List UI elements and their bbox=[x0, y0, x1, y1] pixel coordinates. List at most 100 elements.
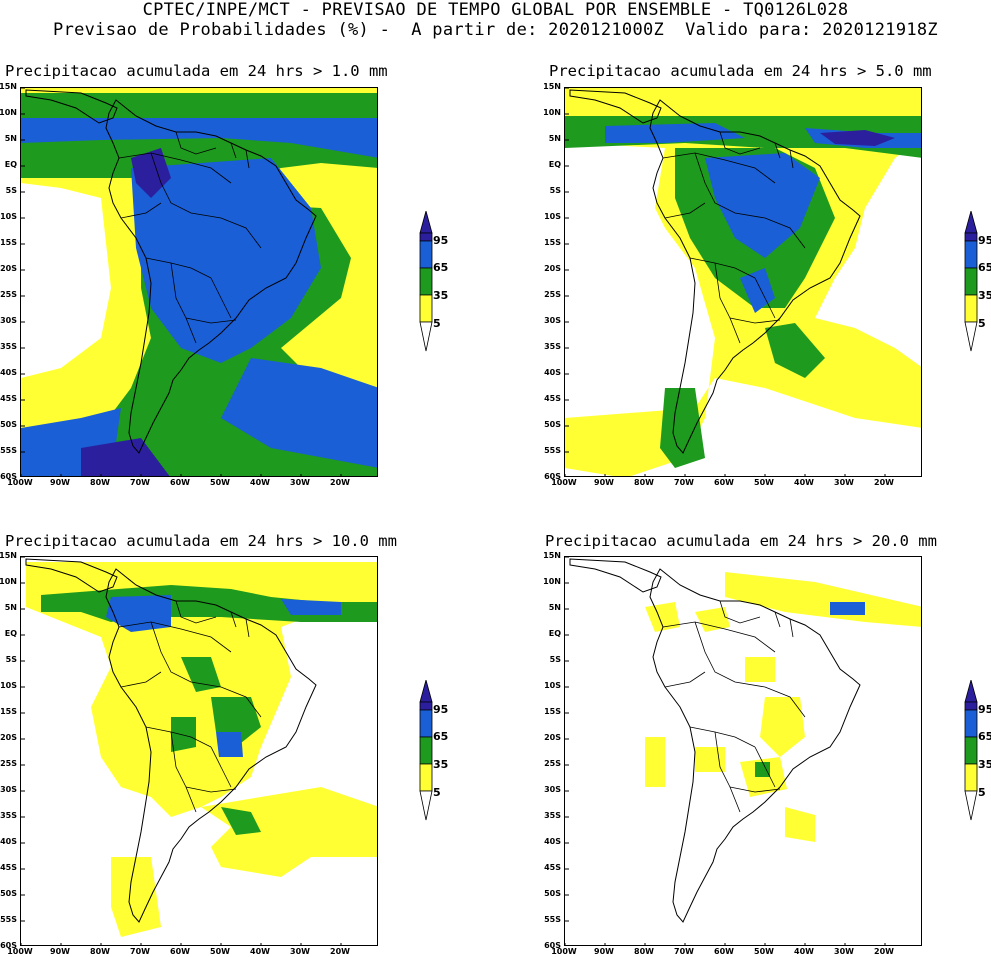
lon-label: 30W bbox=[290, 478, 310, 487]
lat-label: 25S bbox=[0, 759, 17, 768]
country-border-5 bbox=[210, 746, 232, 788]
lon-label: 20W bbox=[330, 478, 350, 487]
country-border-4 bbox=[714, 731, 741, 813]
prob-area-c65-5 bbox=[705, 153, 820, 258]
lat-label: 60S bbox=[544, 941, 561, 950]
prob-area-c5-8 bbox=[645, 737, 665, 787]
colorbar-20mm: 95 65 35 5 bbox=[964, 680, 991, 825]
prob-area-c35-7 bbox=[221, 807, 261, 835]
country-border-1 bbox=[150, 152, 262, 249]
colorbar-box-c65-2 bbox=[964, 709, 978, 738]
colorbar-level-label: 35 bbox=[433, 289, 449, 302]
prob-area-c65-10 bbox=[216, 732, 243, 757]
lat-label: 50S bbox=[0, 889, 17, 898]
country-border-3 bbox=[145, 257, 212, 279]
south-america-coastline bbox=[649, 568, 861, 923]
colorbar-1mm: 95 65 35 5 bbox=[419, 211, 479, 356]
south-america-coastline bbox=[105, 99, 317, 454]
central-america-coastline bbox=[569, 89, 662, 124]
lat-label: 20S bbox=[0, 264, 17, 273]
lon-label: 100W bbox=[551, 947, 577, 956]
prob-area-c5-3 bbox=[745, 657, 775, 682]
south-america-coastline bbox=[649, 99, 861, 454]
lat-label: 20S bbox=[544, 264, 561, 273]
country-border-3 bbox=[145, 726, 212, 748]
lon-label: 90W bbox=[50, 478, 70, 487]
colorbar-box-c95-1 bbox=[419, 701, 433, 711]
country-border-4 bbox=[170, 262, 197, 344]
country-border-3 bbox=[689, 726, 756, 748]
lon-label: 60W bbox=[714, 947, 734, 956]
map-panel-1mm bbox=[20, 87, 378, 477]
colorbar-box-c35-3 bbox=[964, 736, 978, 765]
lon-label: 30W bbox=[290, 947, 310, 956]
lat-label: 25S bbox=[544, 290, 561, 299]
lon-label: 80W bbox=[90, 478, 110, 487]
lat-label: 50S bbox=[544, 420, 561, 429]
country-border-0 bbox=[118, 152, 232, 184]
prob-area-c65-9 bbox=[830, 602, 865, 615]
prob-area-c5-2 bbox=[111, 857, 161, 937]
colorbar-box-c65-2 bbox=[964, 240, 978, 269]
lat-label: 5N bbox=[548, 134, 561, 143]
central-america-coastline bbox=[569, 558, 662, 593]
lat-label: 60S bbox=[544, 472, 561, 481]
country-border-5 bbox=[754, 277, 776, 319]
lat-label: 10N bbox=[0, 577, 17, 586]
prob-area-c65-6 bbox=[605, 123, 745, 143]
lat-label: 40S bbox=[544, 837, 561, 846]
lat-label: 55S bbox=[544, 915, 561, 924]
lat-label: 10S bbox=[544, 212, 561, 221]
lat-label: 30S bbox=[544, 785, 561, 794]
colorbar-tail bbox=[964, 321, 978, 352]
country-border-7 bbox=[719, 600, 761, 624]
colorbar-level-label: 5 bbox=[978, 317, 986, 330]
lat-label: 55S bbox=[0, 915, 17, 924]
lat-label: 15S bbox=[544, 238, 561, 247]
colorbar-level-label: 35 bbox=[978, 758, 991, 771]
main-title-line1: CPTEC/INPE/MCT - PREVISAO DE TEMPO GLOBA… bbox=[142, 0, 849, 20]
prob-area-c5-7 bbox=[785, 807, 815, 842]
colorbar-box-c65-2 bbox=[419, 709, 433, 738]
lat-label: 20S bbox=[0, 733, 17, 742]
prob-area-c5-4 bbox=[760, 697, 805, 757]
lat-label: 30S bbox=[0, 316, 17, 325]
country-border-8 bbox=[774, 611, 781, 628]
lat-label: 60S bbox=[0, 472, 17, 481]
lat-label: 10S bbox=[544, 681, 561, 690]
lat-label: 15N bbox=[543, 82, 561, 91]
colorbar-level-label: 65 bbox=[978, 730, 991, 743]
prob-area-c65-4 bbox=[131, 158, 321, 363]
colorbar-box-c5-4 bbox=[419, 294, 433, 323]
prob-area-c5-1 bbox=[201, 787, 377, 877]
lat-label: EQ bbox=[548, 629, 561, 638]
country-border-2 bbox=[664, 202, 706, 219]
country-border-4 bbox=[714, 262, 741, 344]
lon-label: 20W bbox=[330, 947, 350, 956]
lat-label: 45S bbox=[544, 863, 561, 872]
lon-label: 50W bbox=[210, 478, 230, 487]
colorbar-box-c95-1 bbox=[964, 701, 978, 711]
prob-area-c35-4 bbox=[181, 657, 221, 692]
colorbar-box-c35-3 bbox=[419, 736, 433, 765]
lon-label: 50W bbox=[754, 947, 774, 956]
colorbar-box-c95-1 bbox=[964, 232, 978, 242]
country-border-5 bbox=[210, 277, 232, 319]
lon-label: 60W bbox=[714, 478, 734, 487]
lat-label: 45S bbox=[544, 394, 561, 403]
geo-svg-5mm bbox=[565, 88, 921, 476]
central-america-coastline bbox=[25, 558, 118, 593]
country-border-8 bbox=[230, 611, 237, 628]
country-border-0 bbox=[118, 621, 232, 653]
map-panel-5mm bbox=[564, 87, 922, 477]
colorbar-level-label: 95 bbox=[433, 703, 449, 716]
lat-label: EQ bbox=[548, 160, 561, 169]
colorbar-box-c5-4 bbox=[964, 294, 978, 323]
lat-label: 15N bbox=[543, 551, 561, 560]
prob-area-c35-10 bbox=[755, 762, 770, 777]
colorbar-svg bbox=[964, 680, 978, 821]
country-border-7 bbox=[175, 600, 217, 624]
country-border-8 bbox=[230, 142, 237, 159]
colorbar-level-label: 95 bbox=[978, 703, 991, 716]
lat-label: 10S bbox=[0, 681, 17, 690]
